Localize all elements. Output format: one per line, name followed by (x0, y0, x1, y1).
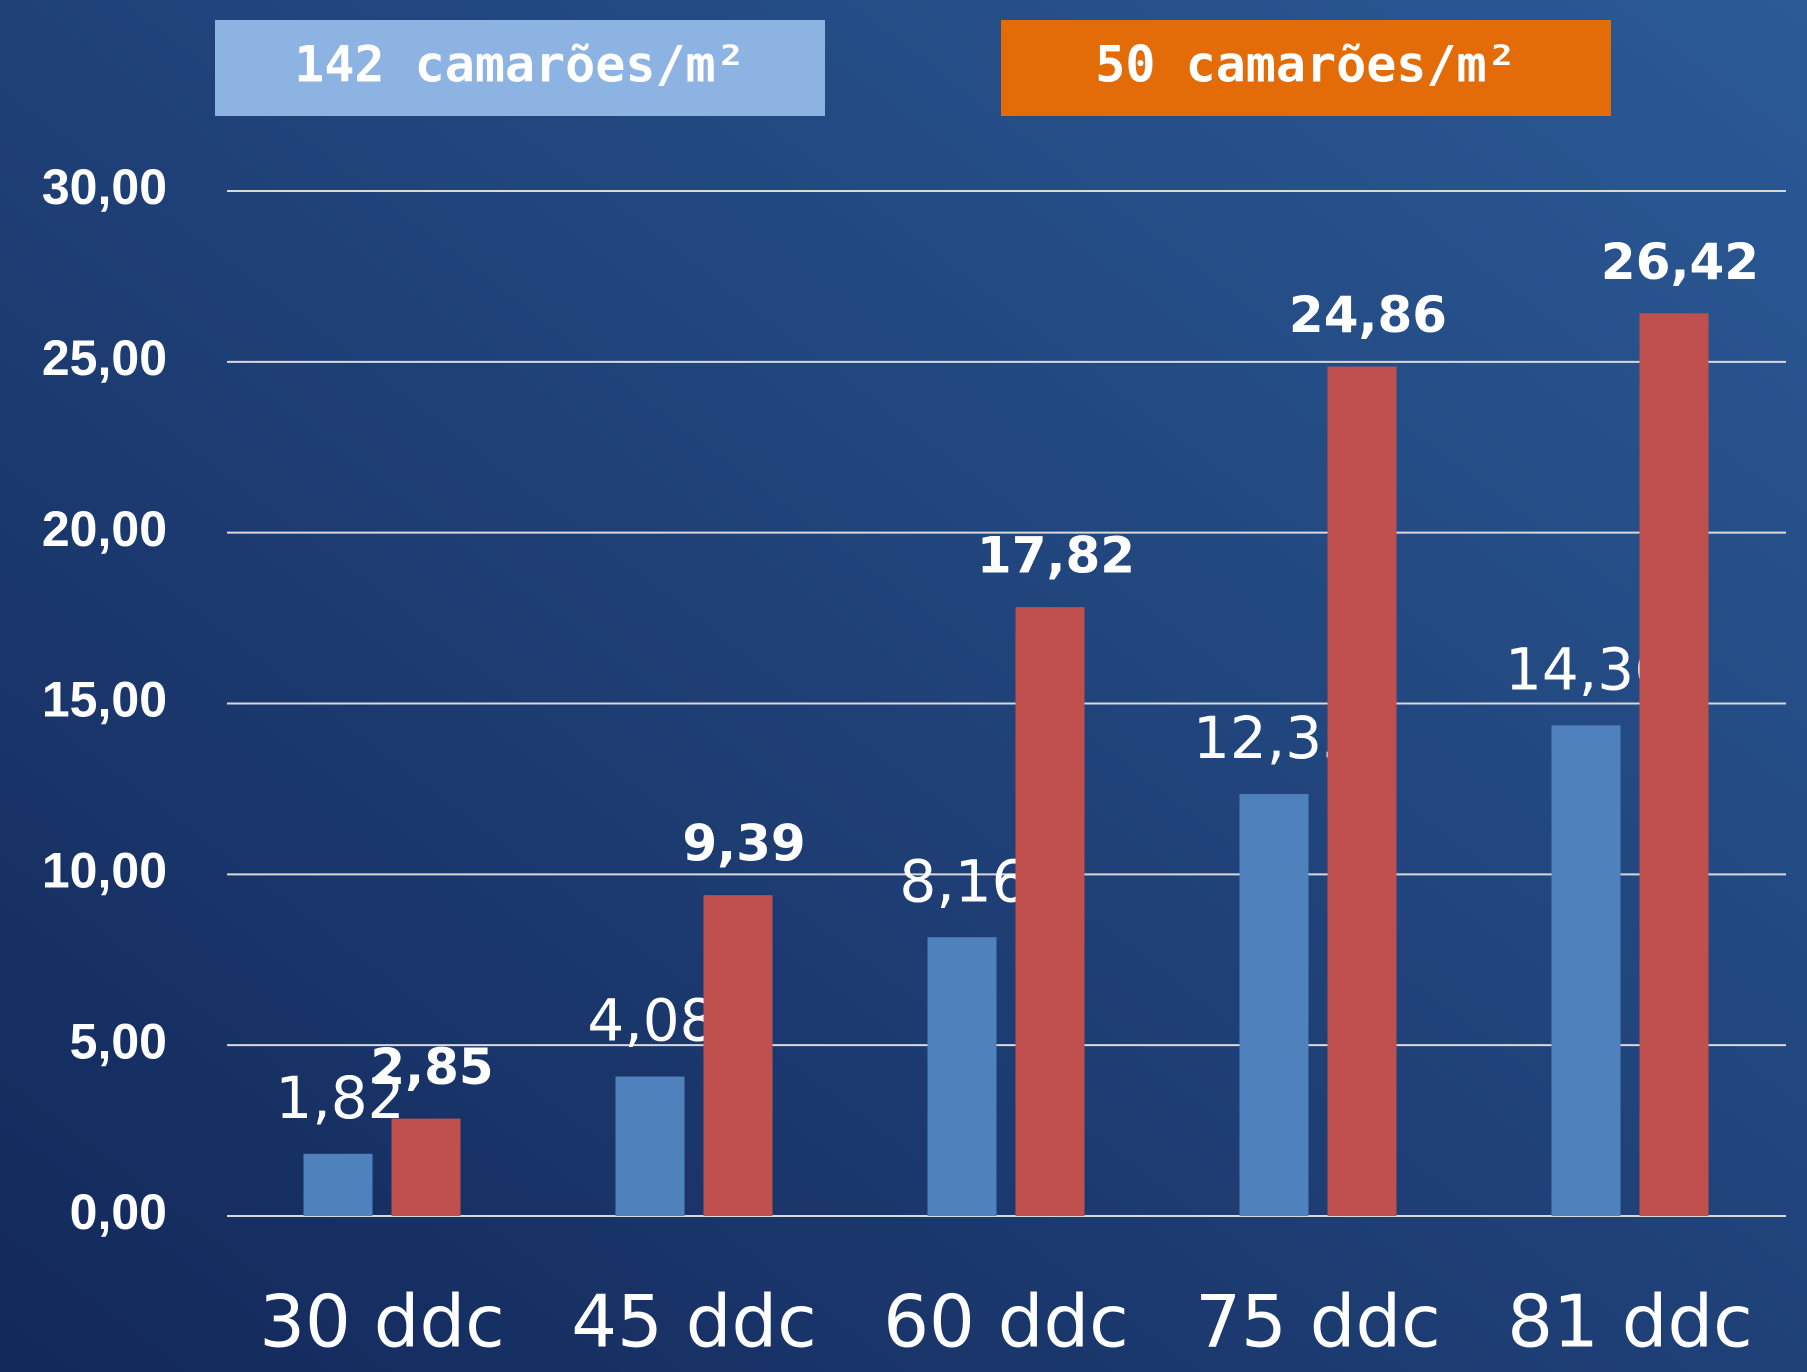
value-label: 24,86 (1289, 286, 1447, 344)
bar (927, 937, 997, 1216)
value-label: 1,82 (275, 1064, 404, 1132)
y-tick-label: 30,00 (42, 159, 167, 215)
y-tick-label: 5,00 (70, 1013, 167, 1069)
x-tick-label: 60 ddc (883, 1280, 1129, 1364)
y-tick-label: 10,00 (42, 843, 167, 899)
bar (1239, 794, 1309, 1216)
y-tick-label: 15,00 (42, 672, 167, 728)
x-tick-label: 45 ddc (571, 1280, 817, 1364)
value-label: 2,85 (370, 1038, 493, 1096)
value-label: 26,42 (1601, 233, 1759, 291)
x-tick-label: 30 ddc (259, 1280, 505, 1364)
y-tick-label: 25,00 (42, 330, 167, 386)
y-tick-label: 0,00 (70, 1184, 167, 1240)
bar (1639, 313, 1709, 1217)
bar (703, 895, 773, 1216)
value-label: 9,39 (682, 815, 805, 873)
value-label: 17,82 (977, 527, 1135, 585)
value-label: 8,16 (899, 847, 1028, 915)
legend-label: 142 camarões/m² (294, 36, 746, 94)
legend-swatch (215, 20, 825, 116)
bar (615, 1076, 685, 1216)
bar (1327, 366, 1397, 1216)
legend-label: 50 camarões/m² (1095, 36, 1516, 94)
legend-swatch (1001, 20, 1611, 116)
x-tick-label: 81 ddc (1507, 1280, 1753, 1364)
bar (1015, 607, 1085, 1216)
x-tick-label: 75 ddc (1195, 1280, 1441, 1364)
bar (1551, 725, 1621, 1216)
y-tick-label: 20,00 (42, 501, 167, 557)
bar (303, 1153, 373, 1216)
value-label: 4,08 (587, 987, 716, 1055)
bar (391, 1118, 461, 1216)
